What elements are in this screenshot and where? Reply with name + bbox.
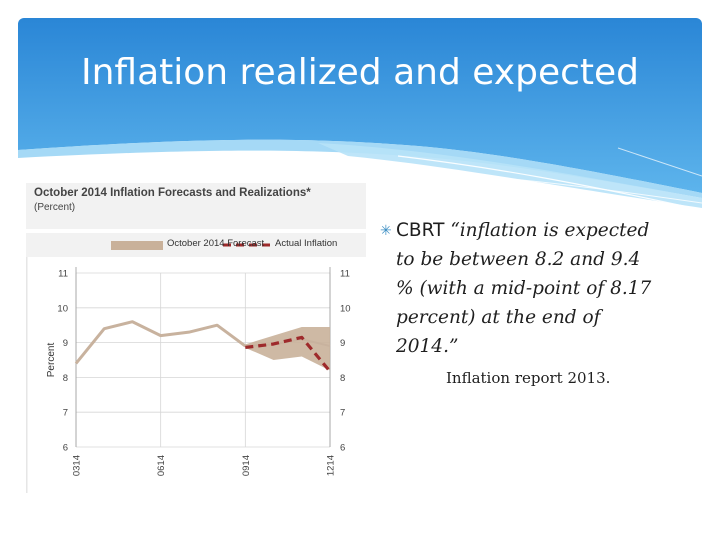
- forecast-band: [245, 326, 330, 371]
- y-tick-label-left: 9: [63, 338, 68, 349]
- chart-header-bg: [26, 183, 366, 229]
- legend-actual-label: Actual Inflation: [275, 238, 338, 249]
- y-tick-label-right: 6: [340, 443, 345, 454]
- asterisk-bullet-icon: ✳: [380, 223, 392, 239]
- source-note: Inflation report 2013.: [446, 369, 611, 387]
- actual-inflation-line: [245, 335, 332, 373]
- y-tick-label-right: 11: [340, 269, 350, 280]
- bullet-quote: “inflation is expected to be between 8.2…: [396, 220, 652, 357]
- x-tick-label: 0314: [72, 455, 83, 476]
- slide-title: Inflation realized and expected: [80, 52, 640, 93]
- bullet-point: ✳ CBRT “inflation is expected to be betw…: [380, 216, 660, 361]
- bullet-prefix: CBRT: [396, 220, 451, 241]
- y-tick-label-right: 7: [340, 408, 345, 419]
- y-tick-label-left: 11: [58, 269, 68, 280]
- y-axis-label: Percent: [46, 343, 57, 378]
- y-tick-label-right: 8: [340, 373, 345, 384]
- bullet-text: CBRT “inflation is expected to be betwee…: [380, 216, 660, 361]
- chart-left-edge: [26, 257, 28, 493]
- chart-subtitle: (Percent): [34, 202, 76, 213]
- chart-panel: 6 6 7 7 8 8 9 9 10 10 11 11 0314 0614 0914 1214 Percent …: [26, 183, 366, 493]
- chart-title: October 2014 Inflation Forecasts and Rea…: [34, 187, 311, 199]
- history-line: [74, 320, 247, 365]
- chart-legend: October 2014 Forecast Actual Inflation: [26, 233, 366, 257]
- y-tick-label-left: 6: [63, 443, 68, 454]
- x-tick-label: 0914: [241, 455, 252, 476]
- y-tick-label-left: 7: [63, 408, 68, 419]
- y-tick-label-right: 10: [340, 303, 351, 314]
- header-wave-graphic: [18, 18, 702, 211]
- legend-forecast-swatch: [111, 241, 163, 250]
- y-tick-label-left: 8: [63, 373, 68, 384]
- x-tick-label: 0614: [156, 455, 167, 476]
- legend-forecast-label: October 2014 Forecast: [167, 238, 265, 249]
- chart-legend-bg: [26, 233, 366, 257]
- inflation-chart: 6 6 7 7 8 8 9 9 10 10 11 11 0314 0614 0914 1214 Percent: [26, 183, 366, 493]
- y-tick-label-right: 9: [340, 338, 345, 349]
- slide-header: [18, 18, 702, 218]
- x-tick-label: 1214: [326, 455, 337, 476]
- y-tick-label-left: 10: [57, 303, 68, 314]
